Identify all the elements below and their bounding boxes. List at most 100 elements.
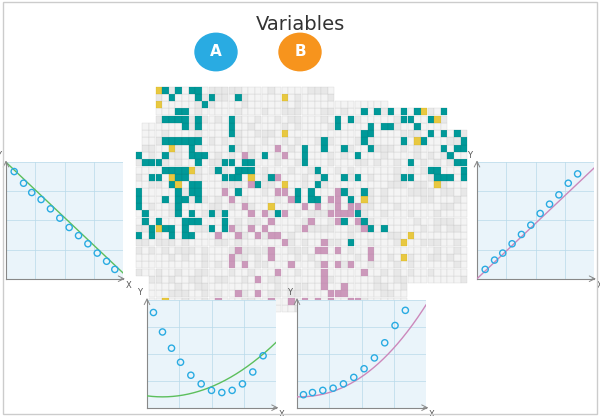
Bar [196,145,202,152]
Bar [189,196,195,203]
Bar [322,218,328,225]
Bar [142,181,149,188]
Bar [215,130,221,137]
Bar [155,87,162,94]
Bar [275,196,281,203]
Bar [142,167,149,174]
Bar [374,123,381,130]
Bar [281,203,288,210]
Bar [454,188,461,196]
Bar [308,130,314,137]
Bar [281,188,288,196]
Bar [215,203,221,210]
Bar [288,240,295,246]
Bar [322,123,328,130]
Bar [202,261,208,268]
Bar [295,94,301,101]
Bar [441,261,447,268]
Bar [215,101,221,108]
Bar [388,174,394,181]
Bar [235,159,242,166]
Bar [229,225,235,232]
Bar [361,305,368,312]
Bar [196,290,202,297]
Bar [414,152,421,159]
Bar [308,196,314,203]
Bar [155,123,162,130]
Bar [315,203,321,210]
Bar [288,225,295,232]
Bar [275,101,281,108]
Bar [255,181,262,188]
Bar [421,210,427,217]
Bar [202,305,208,312]
Bar [196,167,202,174]
Bar [248,276,255,283]
Bar [434,269,440,276]
Bar [454,218,461,225]
Bar [308,283,314,290]
Bar [288,87,295,94]
Bar [281,174,288,181]
Bar [149,210,155,217]
Bar [302,240,308,246]
Point [498,250,508,256]
Bar [162,210,169,217]
Bar [454,181,461,188]
Bar [182,298,188,305]
Bar [222,290,229,297]
Bar [255,196,262,203]
Bar [341,210,348,217]
Bar [302,94,308,101]
Bar [209,254,215,261]
Text: Variables: Variables [256,15,344,34]
Bar [374,283,381,290]
Bar [421,181,427,188]
Bar [136,232,142,239]
Bar [222,196,229,203]
Bar [335,261,341,268]
Bar [169,283,175,290]
Bar [255,188,262,196]
Bar [136,240,142,246]
Bar [355,138,361,144]
Bar [401,188,407,196]
Bar [162,188,169,196]
Bar [262,261,268,268]
Bar [175,152,182,159]
Bar [215,298,221,305]
Bar [348,269,355,276]
Bar [368,247,374,254]
Bar [248,218,255,225]
Bar [335,196,341,203]
Bar [428,218,434,225]
Bar [215,218,221,225]
Bar [308,138,314,144]
Bar [162,225,169,232]
Bar [235,276,242,283]
Bar [281,123,288,130]
Bar [441,232,447,239]
Bar [428,167,434,174]
Bar [255,152,262,159]
Bar [421,167,427,174]
Bar [222,94,229,101]
Bar [374,138,381,144]
Bar [288,109,295,116]
Bar [434,276,440,283]
Bar [454,240,461,246]
Bar [229,87,235,94]
Bar [215,181,221,188]
Bar [361,109,368,116]
Bar [262,232,268,239]
Bar [229,232,235,239]
Bar [407,196,414,203]
Bar [242,240,248,246]
Bar [308,247,314,254]
Bar [235,240,242,246]
Bar [215,196,221,203]
Bar [302,196,308,203]
Bar [308,232,314,239]
Bar [229,152,235,159]
Bar [242,130,248,137]
